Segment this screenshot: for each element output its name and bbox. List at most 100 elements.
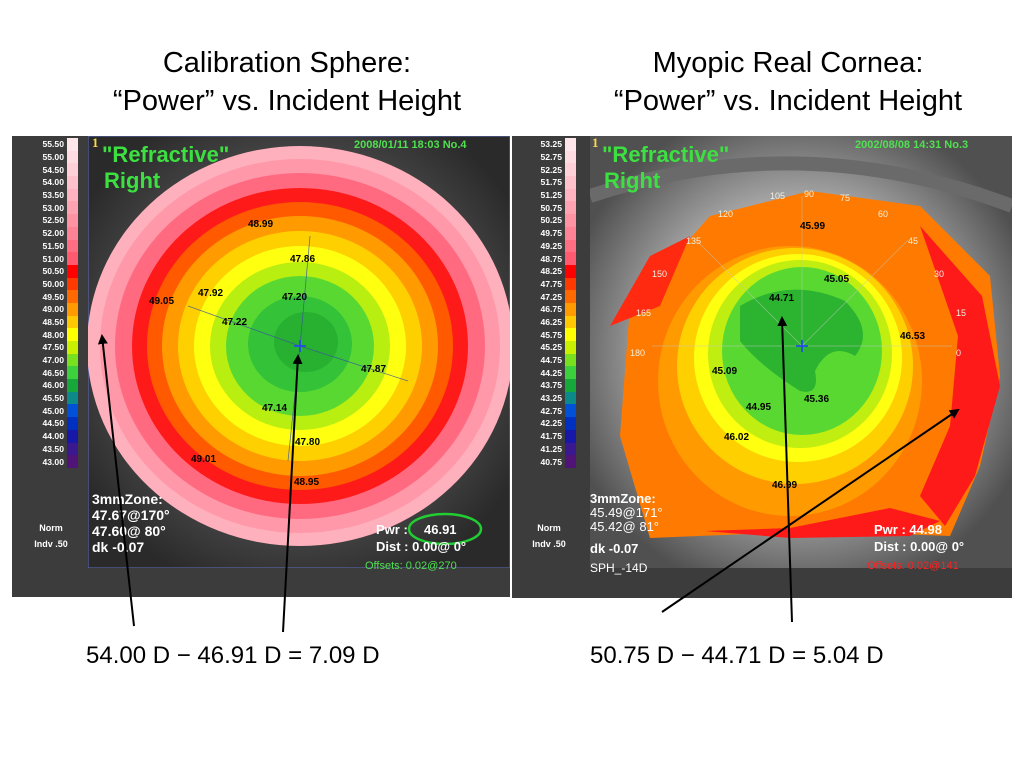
k-value: 45.05	[824, 274, 850, 285]
scale-row: 43.00	[34, 455, 78, 468]
k-value: 44.95	[746, 402, 772, 413]
scale-row: 43.75	[532, 379, 576, 392]
scale-swatch	[565, 379, 576, 392]
scale-value: 52.00	[42, 228, 64, 239]
k-value: 47.92	[198, 288, 224, 299]
scale-row: 52.25	[532, 163, 576, 177]
scale-swatch	[565, 264, 576, 278]
scale-row: 44.25	[532, 366, 576, 380]
scale-swatch	[67, 163, 78, 177]
scale-swatch	[565, 150, 576, 164]
scale-swatch	[67, 302, 78, 316]
scale-value: 44.00	[42, 431, 64, 442]
scale-row: 55.50	[34, 138, 78, 151]
axis-label: 0	[956, 348, 962, 358]
scale-swatch	[565, 315, 576, 329]
scale-swatch	[67, 201, 78, 215]
scale-row: 45.25	[532, 341, 576, 354]
scale-row: 47.50	[34, 341, 78, 354]
scale-indv-label: Indv .50	[532, 539, 566, 549]
scale-value: 52.75	[540, 152, 562, 163]
scale-row: 52.50	[34, 214, 78, 227]
scale-row: 48.50	[34, 315, 78, 329]
scale-value: 40.75	[540, 456, 562, 467]
k-value: 45.09	[712, 366, 738, 377]
axis-label: 150	[652, 269, 668, 279]
scale-swatch	[67, 404, 78, 418]
pwr-value: Pwr : 44.98	[874, 522, 942, 537]
scale-row: 44.75	[532, 353, 576, 367]
zone-value-2: 47.60@ 80°	[92, 523, 166, 539]
zone-value-2: 45.42@ 81°	[590, 519, 659, 534]
scale-value: 47.50	[42, 342, 64, 353]
scale-swatch	[565, 455, 576, 468]
power-color-scale: 55.50 55.00 54.50 54.00 53.50 53.00 52.50 52.00…	[34, 138, 78, 468]
scale-value: 55.00	[42, 152, 64, 163]
scale-row: 50.50	[34, 264, 78, 278]
scale-value: 49.75	[540, 228, 562, 239]
scale-value: 44.50	[42, 418, 64, 429]
axis-label: 135	[686, 236, 702, 246]
scale-swatch	[565, 290, 576, 303]
scale-value: 51.00	[42, 253, 64, 264]
scale-swatch	[67, 341, 78, 354]
scale-swatch	[565, 366, 576, 380]
k-value: 47.22	[222, 317, 248, 328]
scale-row: 54.50	[34, 163, 78, 177]
scale-value: 53.50	[42, 190, 64, 201]
offsets-value: Offsets: 0.02@141	[867, 560, 959, 572]
k-value: 47.80	[295, 437, 321, 448]
scale-swatch	[67, 379, 78, 392]
left-title-line2: “Power” vs. Incident Height	[112, 85, 462, 117]
scale-swatch	[67, 429, 78, 443]
map-title-eye: Right	[604, 168, 661, 193]
scale-swatch	[565, 201, 576, 215]
scale-value: 46.50	[42, 367, 64, 378]
map-index: 1	[592, 136, 599, 150]
scale-row: 53.00	[34, 201, 78, 215]
axis-label: 120	[718, 209, 734, 219]
scale-value: 42.75	[540, 405, 562, 416]
scale-value: 45.75	[540, 329, 562, 340]
scale-row: 40.75	[532, 455, 576, 468]
scale-row: 50.00	[34, 277, 78, 291]
scale-row: 42.25	[532, 417, 576, 430]
scale-swatch	[565, 188, 576, 202]
scale-swatch	[565, 163, 576, 177]
scale-value: 43.00	[42, 456, 64, 467]
scale-row: 50.75	[532, 201, 576, 215]
scale-swatch	[565, 429, 576, 443]
scale-value: 41.75	[540, 431, 562, 442]
scale-row: 46.25	[532, 315, 576, 329]
zone-label: 3mmZone:	[590, 491, 656, 506]
scale-row: 49.00	[34, 302, 78, 316]
scale-row: 47.75	[532, 277, 576, 291]
scale-swatch	[565, 226, 576, 240]
scale-value: 48.25	[540, 266, 562, 277]
k-value: 47.86	[290, 254, 316, 265]
scale-row: 53.50	[34, 188, 78, 202]
scale-row: 51.00	[34, 252, 78, 265]
scale-value: 45.00	[42, 405, 64, 416]
map-timestamp: 2002/08/08 14:31 No.3	[855, 139, 969, 151]
scale-swatch	[565, 214, 576, 227]
scale-row: 52.75	[532, 150, 576, 164]
scale-row: 45.50	[34, 391, 78, 405]
scale-swatch	[67, 391, 78, 405]
scale-row: 48.75	[532, 252, 576, 265]
scale-row: 46.00	[34, 379, 78, 392]
scale-row: 49.50	[34, 290, 78, 303]
k-value: 44.71	[769, 293, 795, 304]
scale-value: 50.00	[42, 278, 64, 289]
scale-value: 43.25	[540, 393, 562, 404]
scale-row: 55.00	[34, 150, 78, 164]
map-title-refractive: "Refractive"	[602, 142, 730, 167]
scale-row: 41.75	[532, 429, 576, 443]
scale-swatch	[565, 277, 576, 291]
left-equation: 54.00 D − 46.91 D = 7.09 D	[86, 642, 380, 669]
scale-value: 50.25	[540, 215, 562, 226]
scale-swatch	[565, 328, 576, 341]
scale-row: 46.75	[532, 302, 576, 316]
scale-swatch	[67, 417, 78, 430]
calibration-sphere-panel: 55.50 55.00 54.50 54.00 53.50 53.00 52.50 52.00…	[12, 136, 510, 597]
